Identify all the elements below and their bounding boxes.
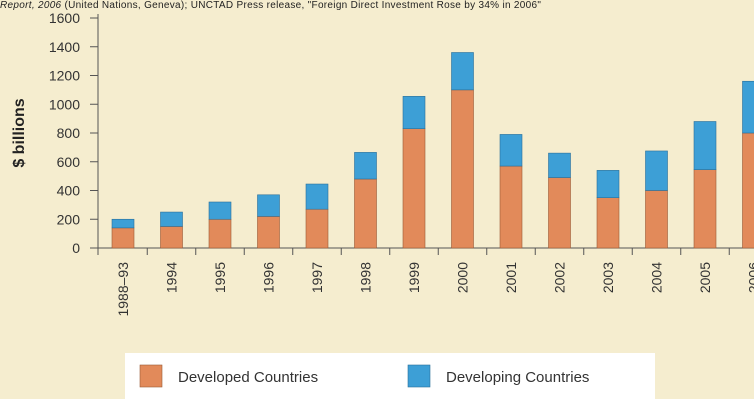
- x-tick-label: 1988–93: [115, 262, 131, 317]
- bar-developed-0: [111, 227, 135, 249]
- bar-developing-8: [499, 134, 523, 167]
- y-tick-label: 200: [57, 211, 81, 227]
- y-tick-label: 400: [57, 183, 81, 199]
- legend-swatch-developing: [407, 364, 431, 388]
- x-tick-label: 2003: [600, 262, 616, 293]
- x-tick-label: 2004: [649, 262, 665, 293]
- source-caption-text: (United Nations, Geneva); UNCTAD Press r…: [61, 0, 542, 11]
- bar-developed-13: [742, 132, 754, 249]
- bar-developing-0: [111, 218, 135, 229]
- bar-developing-11: [645, 150, 668, 191]
- bar-developed-1: [160, 226, 183, 249]
- bar-developing-2: [208, 201, 232, 220]
- bar-developing-5: [354, 152, 377, 180]
- bar-developed-8: [499, 165, 523, 249]
- legend-label-developing: Developing Countries: [446, 369, 589, 386]
- y-tick-label: 1600: [49, 10, 80, 26]
- bar-developing-10: [596, 170, 620, 198]
- x-tick-label: 1998: [358, 262, 374, 293]
- y-tick-label: 600: [57, 154, 81, 170]
- x-tick-label: 2001: [503, 262, 519, 293]
- bar-developing-3: [257, 194, 280, 217]
- bar-developing-7: [451, 52, 474, 91]
- bar-developed-10: [596, 197, 620, 249]
- bar-developed-12: [693, 169, 717, 249]
- bar-developing-4: [305, 183, 329, 210]
- source-caption-italic: Report, 2006: [0, 0, 62, 11]
- x-tick-label: 1997: [309, 262, 325, 293]
- x-tick-label: 1995: [212, 262, 228, 293]
- y-tick-label: 0: [72, 240, 80, 256]
- x-tick-label: 1996: [261, 262, 277, 293]
- bar-developing-9: [548, 152, 571, 178]
- x-tick-label: 2000: [455, 262, 471, 293]
- bar-developed-11: [645, 190, 668, 249]
- legend-label-developed: Developed Countries: [178, 369, 318, 386]
- y-tick-label: 800: [57, 125, 81, 141]
- bar-developed-6: [402, 128, 426, 249]
- y-tick-label: 1400: [49, 39, 80, 55]
- x-tick-label: 2006: [746, 262, 754, 293]
- bar-developed-3: [257, 216, 280, 249]
- bar-developed-7: [451, 89, 474, 249]
- x-tick-label: 2002: [552, 262, 568, 293]
- legend-swatch-developed: [139, 364, 163, 388]
- bar-developing-6: [402, 96, 426, 129]
- legend-panel: [125, 353, 655, 399]
- bar-developed-5: [354, 178, 377, 249]
- source-caption: Report, 2006 (United Nations, Geneva); U…: [0, 0, 754, 14]
- y-axis-label: $ billions: [11, 98, 28, 167]
- bar-developing-13: [742, 80, 754, 134]
- bar-developing-12: [693, 121, 717, 170]
- bar-developed-9: [548, 177, 571, 249]
- bar-developed-2: [208, 218, 232, 249]
- bar-developing-1: [160, 211, 183, 227]
- x-tick-label: 2005: [697, 262, 713, 293]
- y-tick-label: 1000: [49, 96, 80, 112]
- bar-developed-4: [305, 208, 329, 249]
- x-tick-label: 1994: [164, 262, 180, 293]
- y-tick-label: 1200: [49, 68, 80, 84]
- x-tick-label: 1999: [406, 262, 422, 293]
